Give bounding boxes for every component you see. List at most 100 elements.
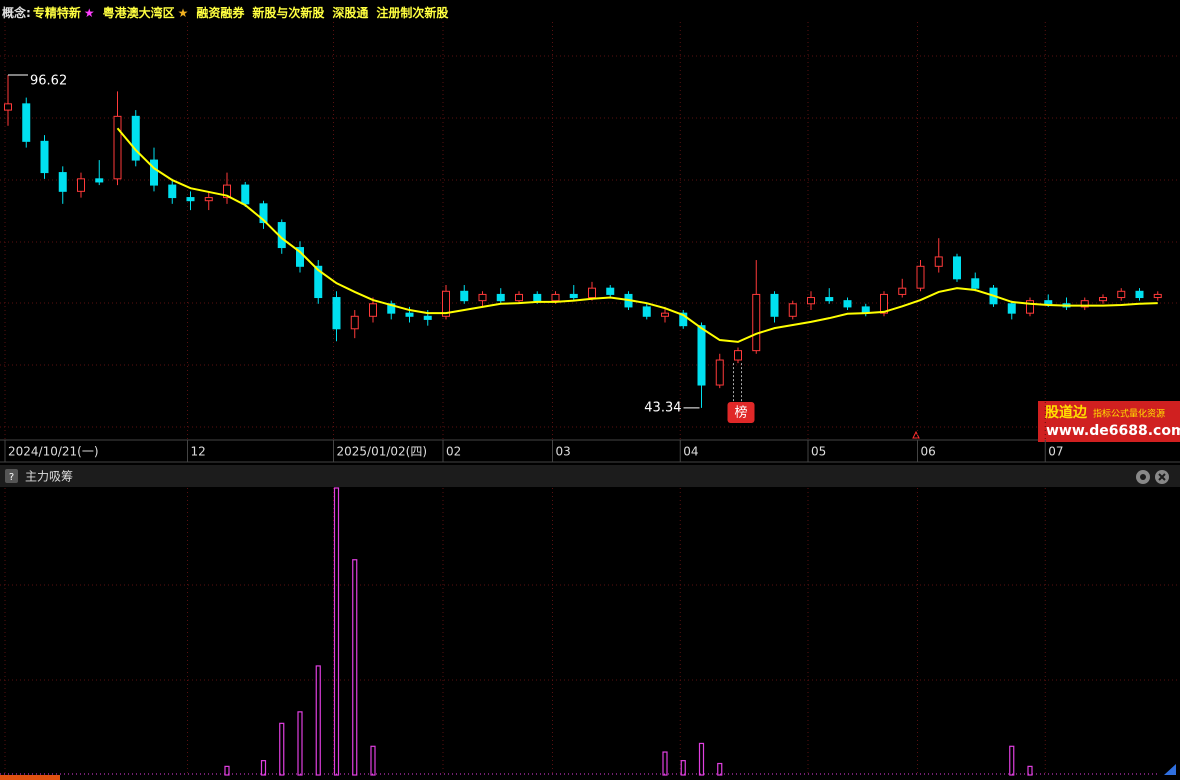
bar: [260, 760, 267, 776]
corner-marker: [1164, 764, 1176, 775]
candle-body: [1099, 297, 1107, 302]
concept-tag[interactable]: 注册制次新股: [376, 6, 449, 20]
x-tick-label: 06: [921, 445, 936, 459]
candle-body: [204, 197, 213, 202]
candle-body: [697, 325, 706, 386]
concept-tag[interactable]: 融资融券: [196, 6, 245, 20]
candle-body: [1026, 300, 1034, 314]
bar: [698, 742, 705, 776]
bar: [370, 745, 376, 776]
candle-body: [734, 350, 742, 361]
watermark-url: www.de6688.com: [1046, 423, 1180, 439]
candle-body: [40, 140, 49, 174]
badge-box[interactable]: [727, 402, 755, 423]
candle-body: [296, 247, 304, 267]
candle-body: [661, 312, 669, 317]
candle-body: [405, 312, 414, 317]
indicator-title: 主力吸筹: [25, 470, 73, 484]
settings-icon-hole: [1140, 474, 1146, 480]
bar: [1009, 745, 1015, 776]
bar: [315, 665, 321, 776]
candle-body: [880, 293, 888, 314]
candle-body: [533, 293, 542, 302]
candle-body: [588, 287, 596, 299]
bar: [333, 487, 340, 776]
candle-body: [898, 287, 907, 295]
candle-body: [131, 115, 140, 161]
candle-body: [369, 303, 377, 317]
bar: [297, 711, 303, 776]
candle-body: [496, 293, 505, 302]
x-tick-label: 03: [556, 445, 571, 459]
concept-tag[interactable]: 粤港澳大湾区: [102, 6, 175, 20]
candle-body: [916, 265, 925, 289]
concept-star: ★: [83, 6, 95, 20]
x-tick-label: 04: [683, 445, 698, 459]
candle-body: [314, 265, 323, 299]
candle-body: [442, 290, 450, 317]
candle-body: [259, 203, 268, 224]
badge-text: 榜: [734, 405, 747, 421]
watermark-tagline: 指标公式量化资源: [1093, 408, 1165, 420]
x-tick-label: 02: [446, 445, 461, 459]
candle-body: [350, 315, 359, 330]
bar: [680, 760, 686, 776]
bar: [717, 762, 723, 776]
candle-body: [642, 306, 651, 317]
help-text: ?: [9, 472, 14, 483]
candle-body: [95, 178, 104, 183]
candle-body: [953, 256, 961, 280]
concept-tag[interactable]: 新股与次新股: [252, 6, 325, 20]
candle-body: [825, 297, 834, 302]
candle-body: [1080, 300, 1089, 308]
candle-body: [1153, 293, 1162, 299]
x-tick-label: 2025/01/02(四): [337, 445, 428, 459]
candle-body: [843, 300, 852, 308]
concept-star: ★: [177, 6, 189, 20]
bar: [1027, 765, 1033, 776]
candle-body: [679, 312, 688, 327]
candle-body: [150, 159, 158, 186]
candle-body: [241, 184, 250, 205]
candle-body: [186, 197, 195, 202]
candle-body: [332, 297, 341, 330]
candle-body: [4, 103, 12, 111]
moving-average: [116, 127, 1158, 343]
candle-body: [770, 293, 779, 317]
event-marker: [912, 430, 920, 439]
candle-body: [971, 278, 980, 289]
concept-tag[interactable]: 深股通: [332, 6, 369, 20]
candle-body: [460, 290, 469, 302]
candle-body: [934, 256, 943, 267]
concept-tag[interactable]: 专精特新: [32, 6, 81, 20]
candle-body: [1135, 290, 1144, 299]
bar: [662, 751, 668, 776]
bar: [224, 765, 230, 776]
close-cross: [1158, 473, 1166, 481]
bar: [279, 722, 285, 776]
candle-body: [807, 297, 815, 305]
candle-body: [515, 293, 523, 302]
scroll-indicator: [0, 775, 60, 780]
x-tick-label: 2024/10/21(一): [8, 445, 99, 459]
indicator-header: [0, 465, 1180, 487]
candle-body: [478, 293, 487, 302]
x-tick-label: 05: [811, 445, 826, 459]
x-tick-label: 12: [191, 445, 206, 459]
candle-body: [606, 287, 615, 295]
candle-body: [551, 293, 560, 302]
candle-body: [1007, 303, 1016, 314]
watermark-brand: 股道边: [1045, 404, 1088, 421]
bar: [352, 559, 358, 776]
candle-body: [715, 359, 724, 386]
candle-body: [423, 315, 432, 320]
candle-body: [22, 103, 31, 142]
low-label: 43.34: [644, 400, 681, 415]
watermark-box: [1038, 401, 1180, 442]
candle-body: [58, 172, 67, 192]
concept-prefix: 概念:: [2, 6, 31, 20]
help-icon[interactable]: [5, 469, 18, 483]
candle-body: [113, 115, 122, 180]
